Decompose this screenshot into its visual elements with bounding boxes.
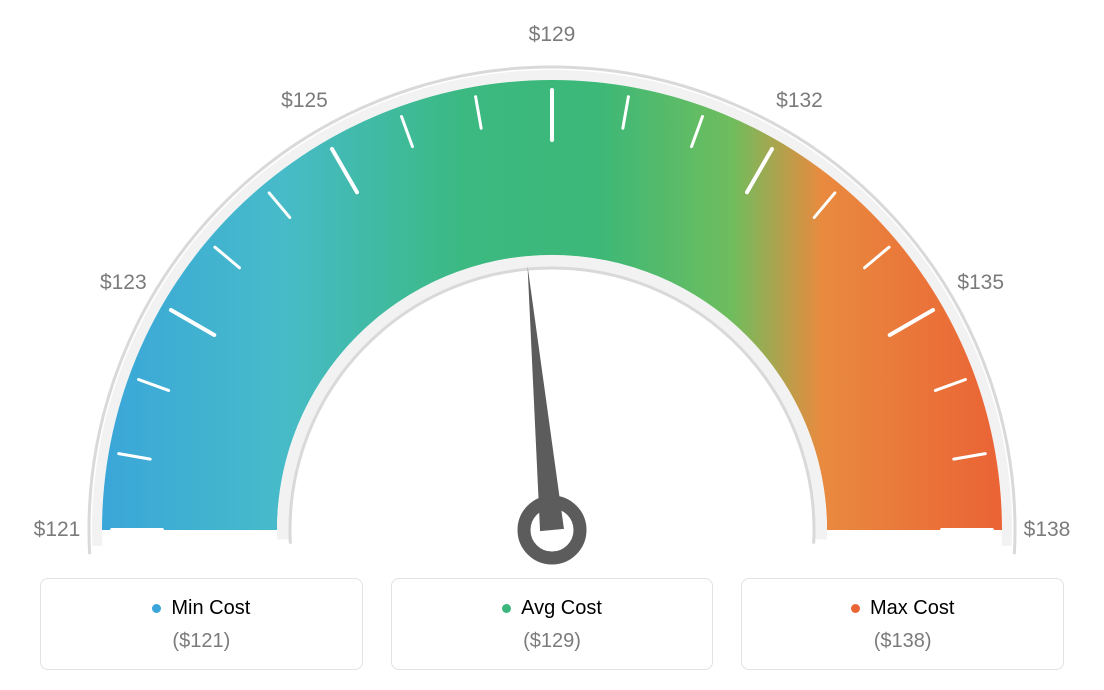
legend-label: Avg Cost	[521, 597, 602, 620]
gauge-chart: $121 $123 $125 $129 $132 $135 $138	[0, 0, 1104, 570]
gauge-scale-label: $138	[1024, 518, 1071, 542]
legend-title-avg: Avg Cost	[502, 597, 602, 620]
gauge-scale-label: $129	[529, 23, 576, 47]
cost-gauge-widget: $121 $123 $125 $129 $132 $135 $138 Min Cost ($…	[0, 0, 1104, 690]
dot-icon	[152, 604, 161, 613]
legend-label: Min Cost	[171, 597, 250, 620]
gauge-scale-label: $121	[34, 518, 81, 542]
legend-value: ($121)	[51, 630, 352, 653]
dot-icon	[851, 604, 860, 613]
gauge-scale-label: $135	[957, 271, 1004, 295]
legend-card-min: Min Cost ($121)	[40, 578, 363, 670]
legend-title-min: Min Cost	[152, 597, 250, 620]
gauge-scale-label: $125	[281, 89, 328, 113]
legend-row: Min Cost ($121) Avg Cost ($129) Max Cost…	[40, 578, 1064, 670]
gauge-scale-label: $132	[776, 89, 823, 113]
dot-icon	[502, 604, 511, 613]
legend-value: ($138)	[752, 630, 1053, 653]
legend-value: ($129)	[402, 630, 703, 653]
legend-label: Max Cost	[870, 597, 954, 620]
legend-title-max: Max Cost	[851, 597, 954, 620]
gauge-scale-label: $123	[100, 271, 147, 295]
legend-card-avg: Avg Cost ($129)	[391, 578, 714, 670]
legend-card-max: Max Cost ($138)	[741, 578, 1064, 670]
